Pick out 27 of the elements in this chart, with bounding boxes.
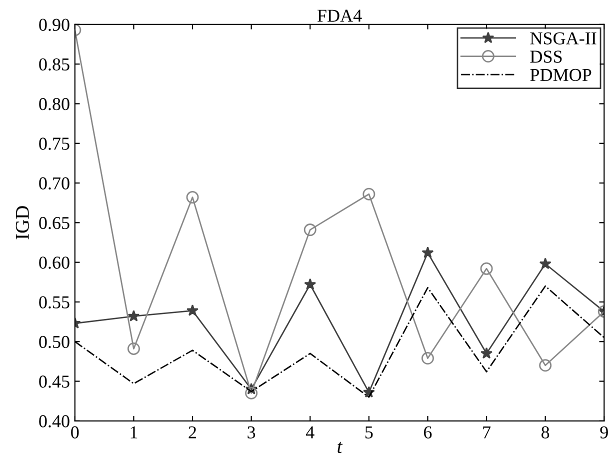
legend-label: DSS bbox=[530, 50, 562, 63]
x-tick-label: 8 bbox=[542, 426, 550, 438]
chart-title: FDA4 bbox=[317, 10, 362, 22]
y-tick-label: 0.60 bbox=[39, 256, 70, 269]
legend-label: NSGA-II bbox=[530, 32, 596, 44]
x-axis-title: t bbox=[338, 442, 343, 454]
y-tick-label: 0.80 bbox=[39, 98, 70, 110]
y-tick-label: 0.85 bbox=[39, 58, 70, 71]
x-tick-label: 3 bbox=[248, 426, 256, 438]
x-tick-label: 0 bbox=[71, 426, 79, 438]
y-tick-label: 0.50 bbox=[39, 336, 70, 348]
y-tick-label: 0.65 bbox=[39, 216, 70, 230]
y-tick-label: 0.75 bbox=[39, 138, 70, 150]
y-axis-title: IGD bbox=[16, 206, 29, 240]
x-tick-label: 4 bbox=[306, 426, 314, 438]
y-tick-label: 0.70 bbox=[39, 177, 70, 190]
y-tick-label: 0.45 bbox=[39, 376, 70, 388]
x-tick-label: 2 bbox=[188, 426, 196, 438]
x-tick-label: 7 bbox=[483, 426, 491, 438]
legend-label: PDMOP bbox=[530, 68, 592, 82]
x-tick-label: 9 bbox=[600, 426, 608, 438]
x-tick-label: 6 bbox=[424, 426, 432, 438]
y-tick-label: 0.55 bbox=[39, 296, 70, 308]
y-tick-label: 0.40 bbox=[39, 415, 70, 428]
x-tick-label: 1 bbox=[130, 426, 138, 438]
x-tick-label: 5 bbox=[365, 426, 373, 438]
y-tick-label: 0.90 bbox=[39, 18, 70, 31]
